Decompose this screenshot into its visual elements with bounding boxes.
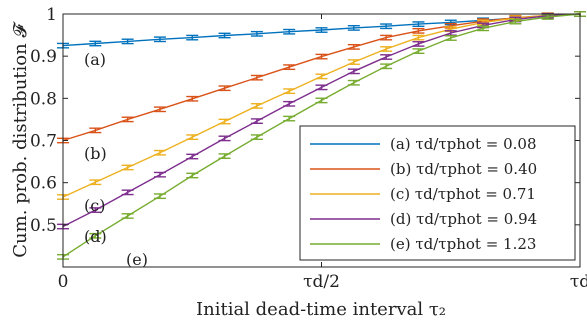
curve-label-d: (d) xyxy=(84,227,107,246)
x-tick-label: τd xyxy=(570,272,587,292)
curve-label-a: (a) xyxy=(84,50,106,69)
x-tick-label: τd/2 xyxy=(303,272,340,292)
y-tick-label: 0.8 xyxy=(30,89,57,109)
curve-labels-group: (a) (b) (c) (d) (e) xyxy=(84,50,148,269)
x-tick-label: 0 xyxy=(58,272,69,292)
y-tick-label: 1 xyxy=(46,5,57,25)
legend-entry: (d) τd/τphot = 0.94 xyxy=(390,210,537,228)
legend: (a) τd/τphot = 0.08 (b) τd/τphot = 0.40 (c… xyxy=(299,125,576,261)
x-axis-title: Initial dead-time interval τ₂ xyxy=(196,299,446,320)
curve-label-b: (b) xyxy=(84,144,107,163)
y-axis-title: Cum. prob. distribution 𝓕 xyxy=(10,21,31,258)
axes-group: 0.5 0.6 0.7 0.8 0.9 1 0 τd/2 τd xyxy=(30,5,587,292)
y-tick-label: 0.7 xyxy=(30,132,57,152)
curve-label-c: (c) xyxy=(84,196,105,215)
legend-entry: (a) τd/τphot = 0.08 xyxy=(390,135,537,153)
series-group xyxy=(57,11,586,260)
y-tick-label: 0.6 xyxy=(30,174,57,194)
legend-box xyxy=(299,125,576,261)
y-tick-label: 0.5 xyxy=(30,216,57,236)
legend-entry: (e) τd/τphot = 1.23 xyxy=(390,235,536,253)
y-tick-label: 0.9 xyxy=(30,47,57,67)
legend-entry: (b) τd/τphot = 0.40 xyxy=(390,160,537,178)
curve-label-e: (e) xyxy=(126,250,148,269)
legend-entry: (c) τd/τphot = 0.71 xyxy=(390,185,536,203)
